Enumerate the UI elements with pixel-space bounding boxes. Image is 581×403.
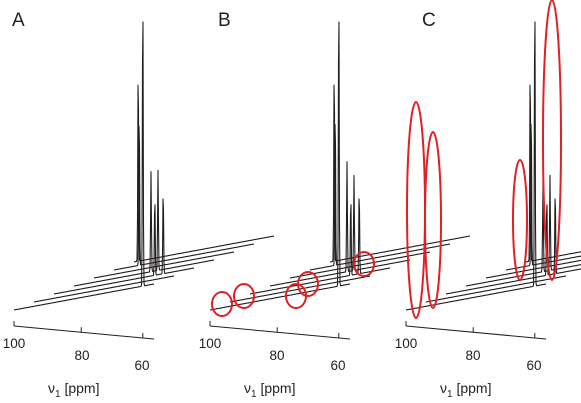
- panel-b-traces: [209, 21, 471, 311]
- panel-a-tick-80: 80: [74, 348, 89, 363]
- panel-c-trace-7: [405, 21, 547, 311]
- panel-b-trace-2: [309, 123, 451, 271]
- panel-a-trace-2: [113, 125, 255, 271]
- panel-c-trace-6: [425, 275, 567, 303]
- panel-b-x-axis: [209, 321, 351, 340]
- panel-b-x-axis-subscript: 1: [251, 389, 257, 400]
- panel-c-tick-80: 80: [465, 348, 480, 363]
- panel-b-trace-5: [249, 198, 391, 295]
- panel-a-x-axis-subscript: 1: [55, 389, 61, 400]
- panel-a-x-axis-label: ν1 [ppm]: [48, 380, 99, 400]
- panel-c-traces: [405, 21, 581, 311]
- panel-c-tick-60: 60: [526, 358, 541, 373]
- panel-b-x-axis-label: ν1 [ppm]: [244, 380, 295, 400]
- panel-a-x-axis-symbol: ν: [48, 380, 55, 396]
- panel-b-axis-line: [209, 325, 351, 340]
- panel-c-axis-line: [405, 325, 547, 340]
- panel-b-x-axis-unit: [ppm]: [257, 380, 296, 396]
- panel-b-tick-80: 80: [269, 348, 284, 363]
- panel-b-trace-7: [209, 21, 351, 311]
- panel-c-highlight-3: [512, 159, 528, 281]
- panel-b-highlight-3: [285, 283, 307, 309]
- panel-a-traces: [13, 21, 275, 311]
- panel-a: A 100 80 60 ν1 [ppm]: [3, 10, 275, 400]
- panel-c-highlight-2: [424, 131, 442, 309]
- panel-b-tick-60: 60: [330, 358, 345, 373]
- panel-a-tick-60: 60: [134, 358, 149, 373]
- panel-a-axis-line: [13, 325, 155, 340]
- panel-c-highlight-4: [542, 0, 562, 281]
- panel-c-tick-100: 100: [395, 336, 418, 351]
- panel-c-trace-2: [505, 123, 581, 271]
- panel-b-highlight-1: [211, 291, 233, 317]
- panel-letter-a: A: [12, 10, 25, 31]
- panel-a-trace-7: [13, 21, 155, 311]
- panel-c-x-axis-unit: [ppm]: [453, 380, 492, 396]
- panel-c-highlights: [406, 0, 562, 319]
- panel-b: B 100 80 60 ν1 [ppm]: [199, 10, 471, 400]
- panel-b-highlight-4: [297, 271, 319, 297]
- panel-a-trace-6: [33, 275, 175, 303]
- panel-b-x-axis-symbol: ν: [244, 380, 251, 396]
- panel-letter-b: B: [218, 10, 231, 31]
- panel-c-trace-5: [445, 198, 581, 295]
- panel-a-x-axis: [13, 321, 155, 340]
- panel-b-highlight-2: [233, 283, 255, 309]
- panel-letter-c: C: [422, 10, 436, 31]
- panel-a-x-axis-unit: [ppm]: [61, 380, 100, 396]
- panel-a-tick-100: 100: [3, 336, 26, 351]
- panel-c-x-axis-symbol: ν: [440, 380, 447, 396]
- panel-c-highlight-1: [406, 101, 426, 319]
- panel-b-tick-100: 100: [199, 336, 222, 351]
- panel-a-trace-5: [53, 198, 195, 295]
- panel-b-highlight-5: [353, 251, 375, 277]
- panel-c-x-axis-subscript: 1: [447, 389, 453, 400]
- panel-c: C 100 80 60 ν1 [ppm]: [395, 0, 581, 400]
- panel-c-x-axis: [405, 321, 547, 340]
- panel-b-highlights: [211, 251, 375, 317]
- panel-c-x-axis-label: ν1 [ppm]: [440, 380, 491, 400]
